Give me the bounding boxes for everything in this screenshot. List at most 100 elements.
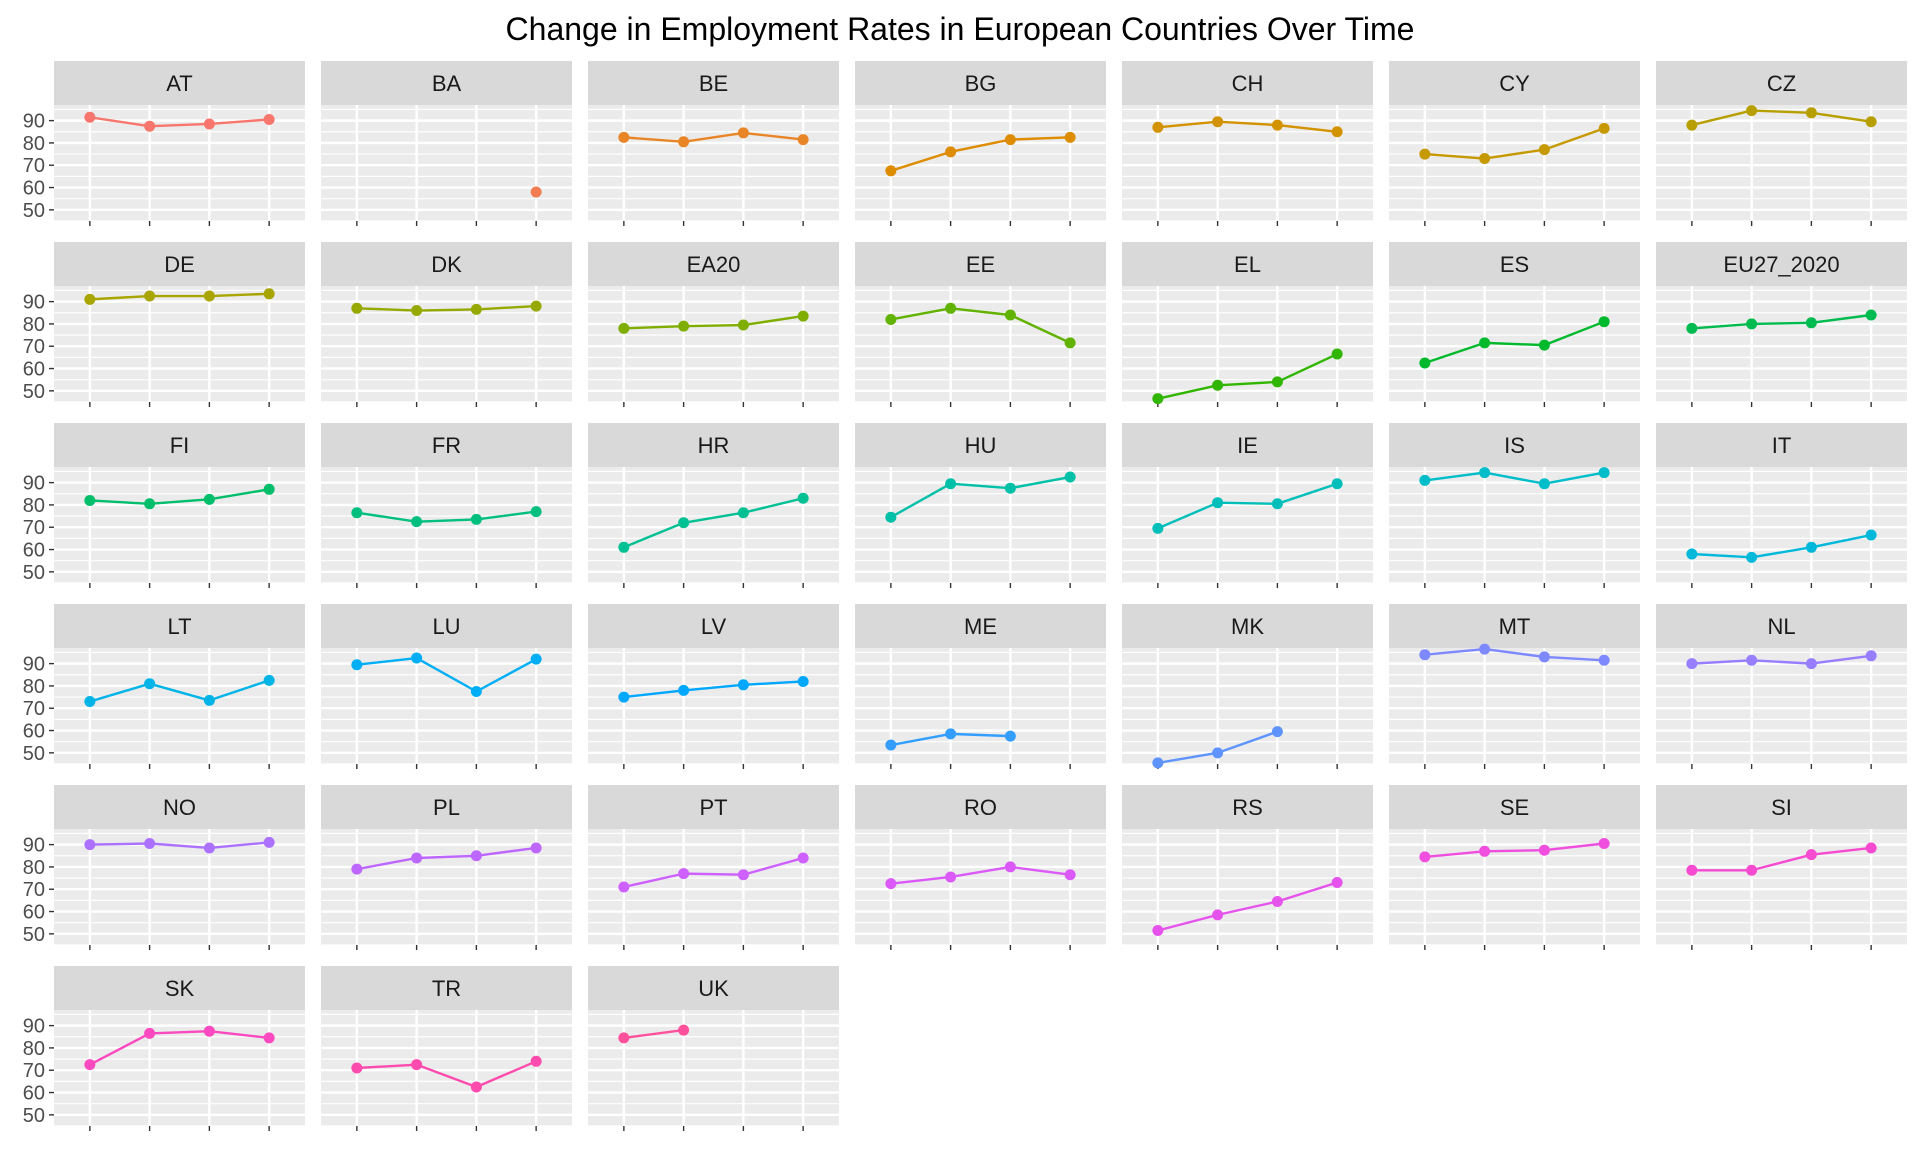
data-point	[351, 302, 363, 314]
facet-strip	[54, 61, 305, 105]
plot-panel	[321, 467, 572, 583]
series-line-segment	[356, 1063, 417, 1070]
series-line-segment	[149, 122, 210, 128]
data-point	[737, 507, 749, 519]
facet-panel-ee: EE	[855, 242, 1106, 407]
series-line-segment	[1009, 313, 1071, 344]
facet-strip	[1389, 785, 1640, 829]
y-tick-label: 50	[23, 743, 45, 765]
facet-strip-label: SE	[1500, 795, 1529, 820]
data-point	[1004, 309, 1016, 321]
facet-strip	[588, 785, 839, 829]
facet-panel-dk: DK	[321, 242, 572, 407]
facet-panel-pl: PL	[321, 785, 572, 950]
plot-panel	[588, 648, 839, 764]
series-line-segment	[1010, 136, 1071, 141]
data-point	[678, 684, 690, 696]
data-point	[737, 319, 749, 331]
facet-strip	[54, 423, 305, 467]
facet-strip	[1122, 785, 1373, 829]
facet-strip	[54, 785, 305, 829]
facet-strip-label: MK	[1231, 614, 1264, 639]
series-line-segment	[1691, 552, 1752, 559]
y-tick-label: 70	[23, 1060, 45, 1082]
y-tick-label: 50	[23, 562, 45, 584]
series-line-segment	[89, 1032, 151, 1066]
facet-panel-eu27_2020: EU27_2020	[1656, 242, 1907, 407]
data-point	[351, 507, 363, 519]
series-line-segment	[950, 482, 1011, 490]
plot-panel	[54, 648, 305, 764]
facet-strip	[321, 423, 572, 467]
y-tick-label: 90	[23, 292, 45, 314]
data-point	[1004, 134, 1016, 146]
data-point	[84, 839, 96, 851]
facet-strip	[1389, 242, 1640, 286]
data-point	[84, 111, 96, 123]
series-line-segment	[1691, 659, 1752, 665]
facet-strip	[321, 966, 572, 1010]
series-line-segment	[89, 842, 150, 846]
plot-panel	[855, 105, 1106, 221]
series-line-segment	[1751, 546, 1812, 559]
data-point	[1152, 925, 1164, 936]
series-line-segment	[1543, 127, 1605, 151]
data-point	[1746, 551, 1758, 563]
data-point	[945, 302, 957, 314]
plot-panel	[54, 1010, 305, 1126]
series-line-segment	[1484, 148, 1545, 160]
facet-panel-ro: RO	[855, 785, 1106, 950]
facet-strip	[1656, 604, 1907, 648]
facet-strip-label: IT	[1772, 433, 1792, 458]
data-point	[263, 288, 275, 300]
data-point	[1064, 337, 1076, 349]
data-point	[1746, 318, 1758, 330]
series-line-segment	[149, 498, 210, 506]
series-line-segment	[623, 324, 684, 330]
series-line-segment	[209, 292, 270, 298]
facet-panel-hu: HU	[855, 423, 1106, 588]
data-point	[1538, 144, 1550, 156]
data-point	[1064, 471, 1076, 483]
y-tick-label: 60	[23, 1083, 45, 1105]
series-line-segment	[475, 658, 537, 693]
series-line-segment	[1751, 853, 1812, 872]
series-line-segment	[1277, 123, 1338, 133]
data-point	[203, 1025, 215, 1037]
data-point	[1419, 851, 1431, 863]
data-point	[411, 1059, 423, 1071]
y-tick-label: 60	[23, 721, 45, 743]
series-line-segment	[1751, 321, 1812, 326]
facet-strip-label: TR	[432, 976, 461, 1001]
plot-panel	[1656, 467, 1907, 583]
series-line-segment	[1811, 654, 1872, 665]
facet-panel-si: SI	[1656, 785, 1907, 950]
plot-panel	[1389, 105, 1640, 221]
data-point	[470, 303, 482, 315]
plot-panel	[855, 286, 1106, 402]
data-point	[945, 871, 957, 883]
data-point	[1805, 849, 1817, 861]
plot-panel	[855, 829, 1106, 945]
data-point	[1419, 649, 1431, 661]
facet-strip	[588, 61, 839, 105]
series-line-segment	[1217, 120, 1278, 127]
data-point	[1212, 116, 1224, 128]
data-point	[84, 696, 96, 708]
data-point	[351, 659, 363, 671]
data-point	[1865, 650, 1877, 662]
data-point	[1746, 654, 1758, 666]
facet-panel-rs: RS	[1122, 785, 1373, 950]
facet-panel-me: ME	[855, 604, 1106, 769]
series-line-segment	[1691, 109, 1752, 127]
data-point	[1331, 478, 1343, 490]
series-line-segment	[149, 682, 210, 702]
series-line-segment	[209, 1029, 270, 1040]
data-point	[1865, 309, 1877, 321]
facet-strip-label: CH	[1232, 71, 1264, 96]
data-point	[144, 1027, 156, 1039]
series-line-segment	[950, 138, 1011, 154]
data-point	[1271, 726, 1283, 738]
